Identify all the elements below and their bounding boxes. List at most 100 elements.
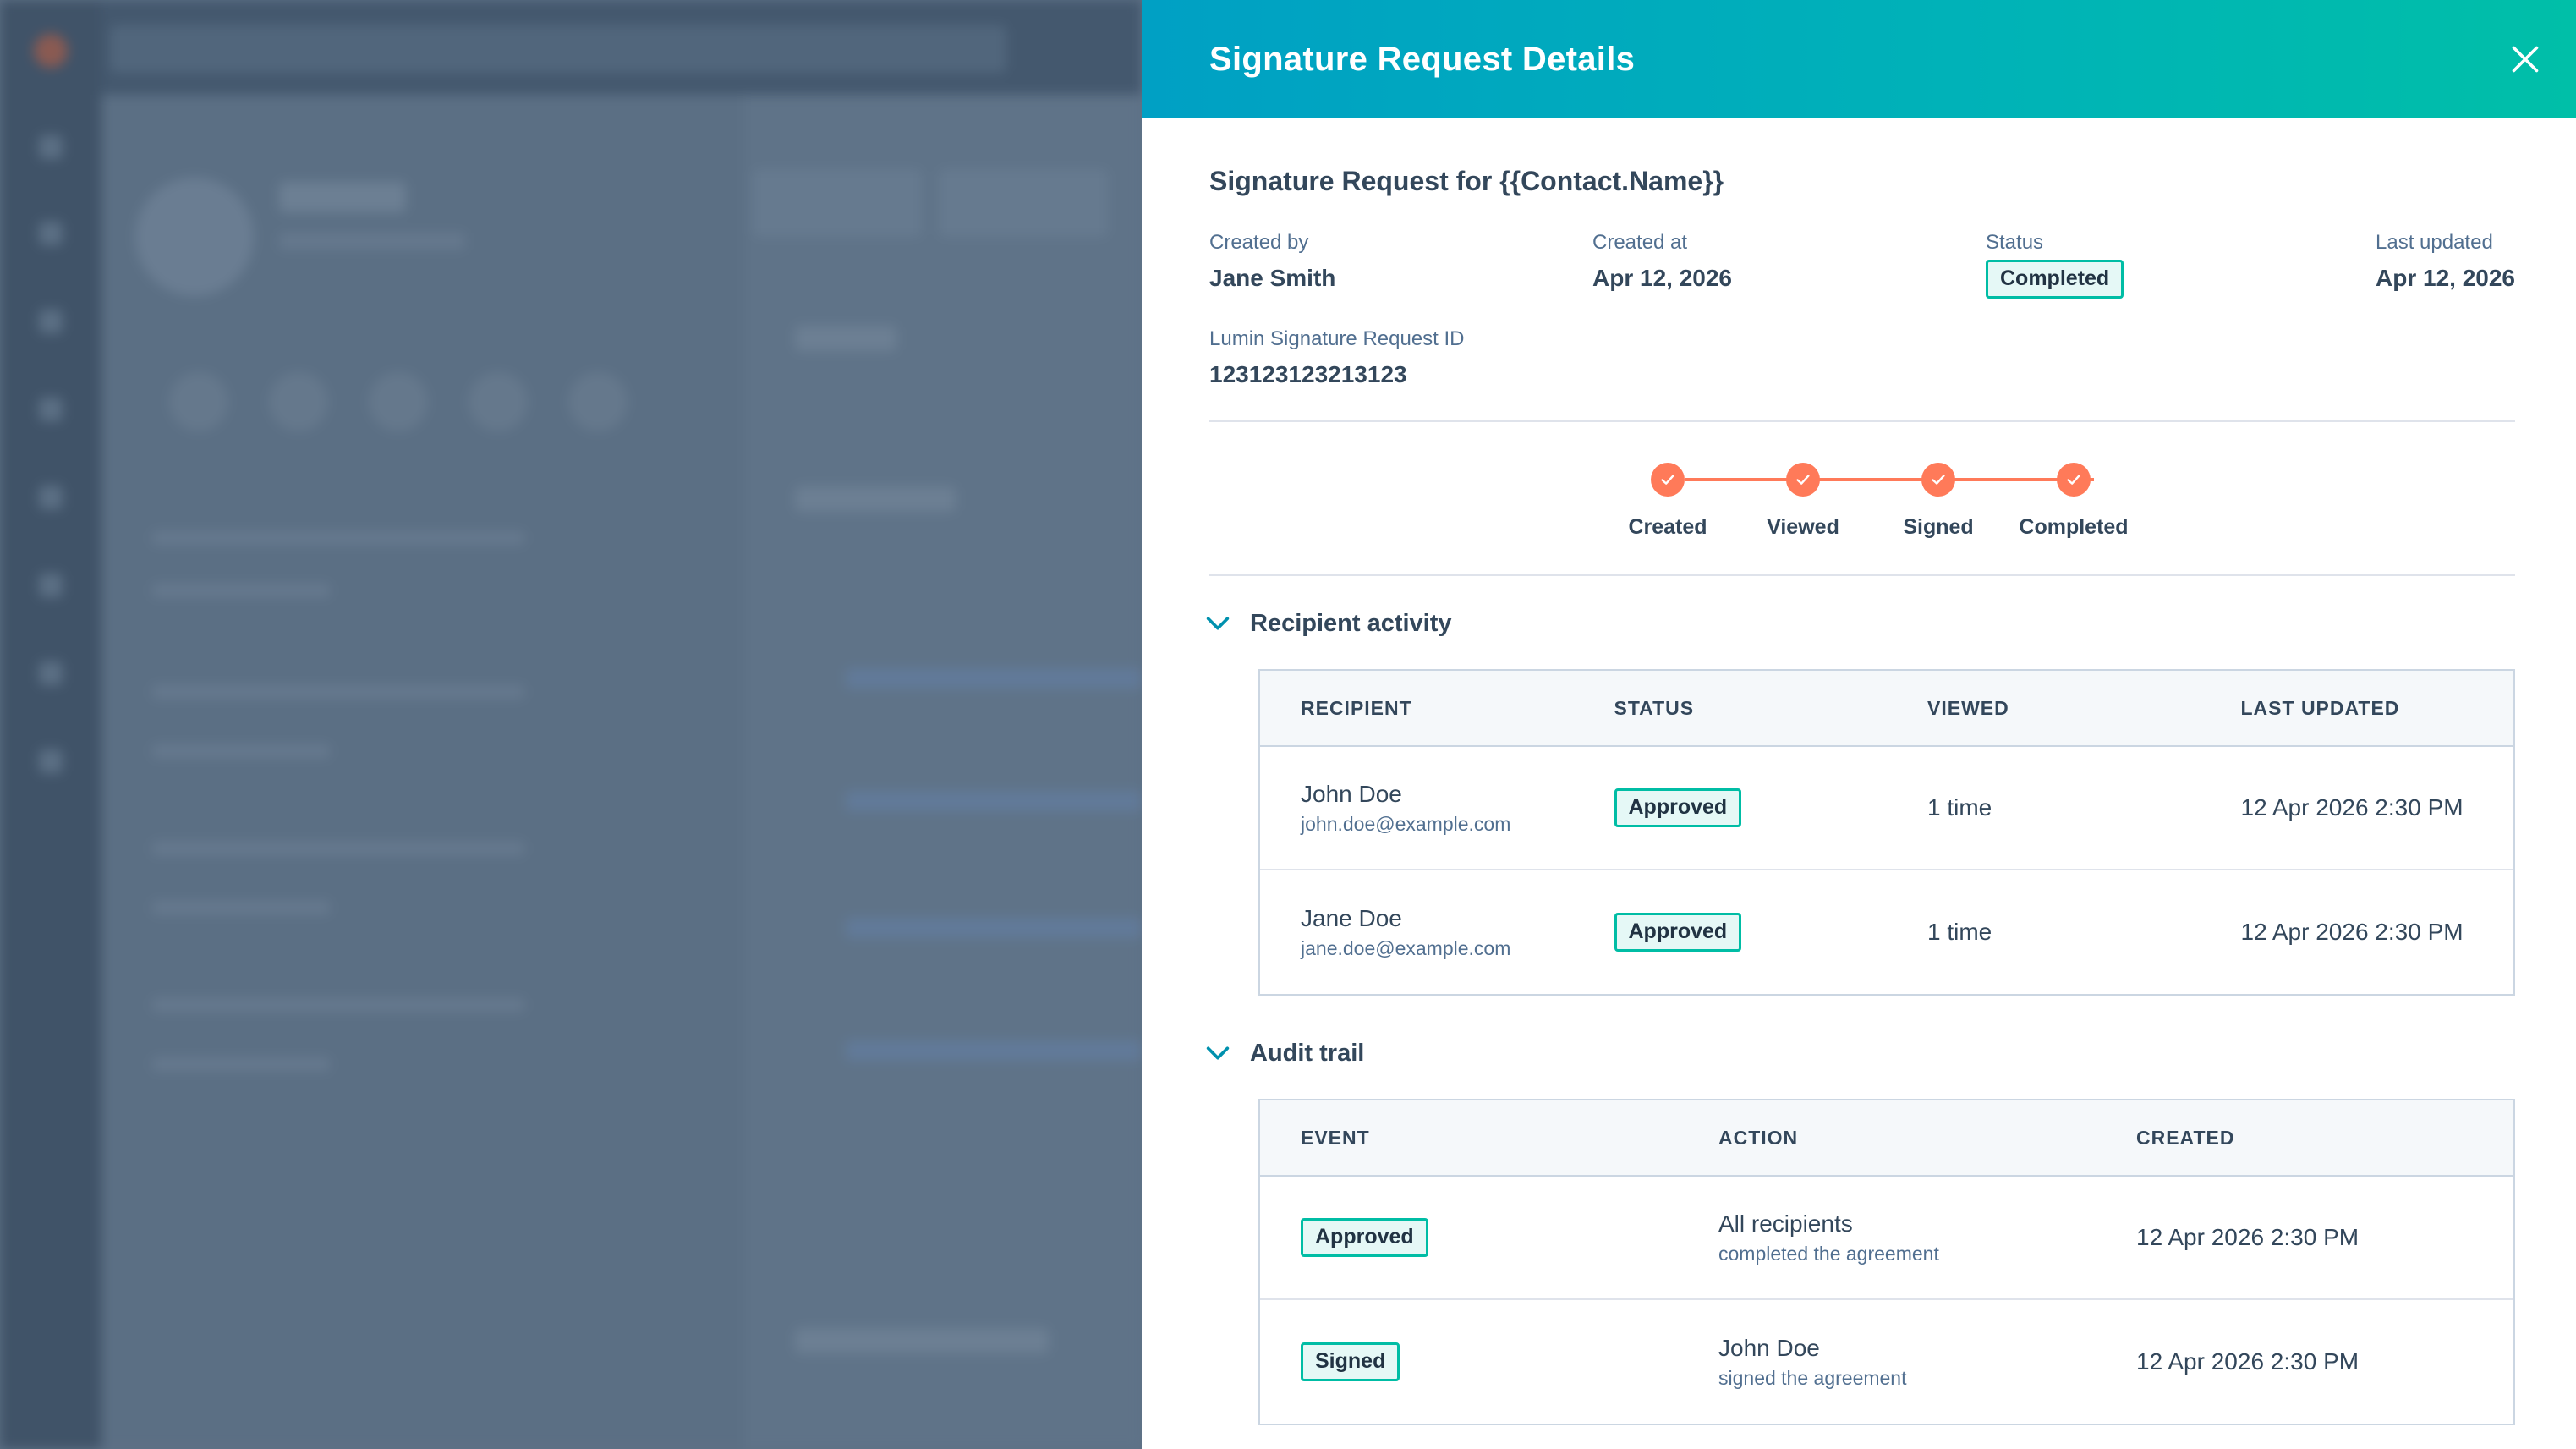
- app-logo-icon: [34, 34, 68, 68]
- audit-trail-toggle[interactable]: Audit trail: [1203, 1038, 2515, 1068]
- created-cell: 12 Apr 2026 2:30 PM: [2136, 1224, 2360, 1250]
- recipient-name: Jane Doe: [1301, 904, 1402, 931]
- status-badge: Approved: [1614, 788, 1742, 827]
- background-main: [744, 95, 1142, 1449]
- background-line: [152, 531, 524, 545]
- background-action-circle: [269, 372, 328, 431]
- background-link: [846, 668, 1142, 689]
- column-header[interactable]: EVENT: [1301, 1126, 1370, 1149]
- background-sidebar: [0, 0, 101, 1449]
- table-row: Signed John Doe signed the agreement 12 …: [1260, 1300, 2513, 1424]
- progress-step-label: Viewed: [1767, 515, 1839, 539]
- signature-request-drawer: Signature Request Details Signature Requ…: [1142, 0, 2576, 1449]
- progress-step-label: Signed: [1903, 515, 1974, 539]
- table-header: RECIPIENT STATUS VIEWED LAST UPDATED: [1260, 671, 2513, 747]
- nav-icon: [39, 310, 63, 333]
- background-line: [152, 842, 524, 855]
- background-action-circle: [169, 372, 228, 431]
- column-header[interactable]: CREATED: [2136, 1126, 2235, 1149]
- status-cell: Approved: [1574, 913, 1888, 952]
- drawer-title: Signature Request Details: [1209, 40, 1636, 78]
- recipient-name: John Doe: [1301, 780, 1402, 807]
- meta-label: Last updated: [2376, 231, 2493, 254]
- recipient-activity-table: RECIPIENT STATUS VIEWED LAST UPDATED Joh…: [1258, 669, 2515, 996]
- event-cell: Signed: [1260, 1342, 1678, 1381]
- request-id-label: Lumin Signature Request ID: [1209, 327, 1465, 350]
- created-cell: 12 Apr 2026 2:30 PM: [2136, 1348, 2360, 1375]
- check-icon: [1786, 463, 1820, 497]
- section-label: Recipient activity: [1250, 609, 1452, 637]
- divider: [1209, 574, 2515, 576]
- check-icon: [1921, 463, 1955, 497]
- progress-step-signed: Signed: [1871, 463, 2006, 540]
- progress-step-created: Created: [1600, 463, 1735, 540]
- request-id-block: Lumin Signature Request ID 1231231232131…: [1209, 327, 2515, 388]
- progress-step-label: Created: [1628, 515, 1707, 539]
- background-link: [846, 918, 1142, 938]
- nav-icon: [39, 398, 63, 421]
- column-header[interactable]: STATUS: [1614, 696, 1695, 719]
- background-line: [152, 901, 330, 914]
- nav-icon: [39, 574, 63, 597]
- nav-icon: [39, 222, 63, 245]
- drawer-header: Signature Request Details: [1142, 0, 2576, 118]
- check-icon: [2057, 463, 2091, 497]
- progress-step-viewed: Viewed: [1735, 463, 1871, 540]
- request-id-value: 123123123213123: [1209, 361, 1407, 387]
- recipient-cell: John Doe john.doe@example.com: [1260, 781, 1574, 836]
- background-heading: [795, 326, 896, 351]
- divider: [1209, 420, 2515, 422]
- action-primary: John Doe: [1718, 1334, 1820, 1361]
- table-row: Jane Doe jane.doe@example.com Approved 1…: [1260, 870, 2513, 994]
- progress-tracker: Created Viewed Signed Completed: [1209, 422, 2515, 574]
- recipient-activity-toggle[interactable]: Recipient activity: [1203, 608, 2515, 639]
- background-link: [846, 791, 1142, 811]
- background-heading: [795, 1328, 1049, 1353]
- column-header[interactable]: LAST UPDATED: [2240, 696, 2400, 719]
- table-header: EVENT ACTION CREATED: [1260, 1100, 2513, 1177]
- background-link: [846, 1040, 1142, 1061]
- background-action-circle: [568, 372, 628, 431]
- check-icon: [1651, 463, 1685, 497]
- background-line: [152, 998, 524, 1012]
- action-primary: All recipients: [1718, 1210, 1853, 1237]
- background-line: [152, 744, 330, 758]
- chevron-down-icon: [1203, 1038, 1233, 1068]
- viewed-cell: 1 time: [1927, 794, 1992, 821]
- background-action-circle: [369, 372, 428, 431]
- last-updated-cell: 12 Apr 2026 2:30 PM: [2240, 919, 2464, 945]
- background-app: [0, 0, 1142, 1449]
- background-line: [152, 1057, 330, 1071]
- status-badge: Approved: [1614, 913, 1742, 952]
- progress-step-label: Completed: [2019, 515, 2129, 539]
- close-button[interactable]: [2500, 34, 2551, 85]
- event-cell: Approved: [1260, 1218, 1678, 1257]
- column-header[interactable]: RECIPIENT: [1301, 696, 1412, 719]
- recipient-cell: Jane Doe jane.doe@example.com: [1260, 905, 1574, 960]
- background-button: [753, 169, 922, 237]
- background-button: [939, 169, 1108, 237]
- background-line: [152, 685, 524, 699]
- event-badge: Approved: [1301, 1218, 1428, 1257]
- background-subtitle: [279, 233, 465, 250]
- column-header[interactable]: VIEWED: [1927, 696, 2009, 719]
- viewed-cell: 1 time: [1927, 919, 1992, 945]
- action-cell: John Doe signed the agreement: [1678, 1335, 2096, 1390]
- column-header[interactable]: ACTION: [1718, 1126, 1799, 1149]
- drawer-body: Signature Request for {{Contact.Name}} C…: [1142, 166, 2576, 1425]
- section-label: Audit trail: [1250, 1039, 1365, 1067]
- recipient-email: john.doe@example.com: [1301, 812, 1511, 835]
- background-record-panel: [101, 95, 744, 1449]
- meta-last-updated: Last updated Apr 12, 2026: [2376, 231, 2515, 292]
- status-badge: Completed: [1986, 260, 2124, 299]
- meta-value: Apr 12, 2026: [2376, 265, 2515, 291]
- background-name: [279, 182, 406, 212]
- meta-value: Jane Smith: [1209, 265, 1336, 291]
- meta-label: Status: [1986, 231, 2044, 254]
- meta-created-by: Created by Jane Smith: [1209, 231, 1335, 292]
- last-updated-cell: 12 Apr 2026 2:30 PM: [2240, 794, 2464, 821]
- close-icon: [2512, 46, 2539, 73]
- background-search: [110, 25, 1006, 73]
- background-heading: [795, 486, 956, 512]
- background-avatar: [135, 178, 254, 296]
